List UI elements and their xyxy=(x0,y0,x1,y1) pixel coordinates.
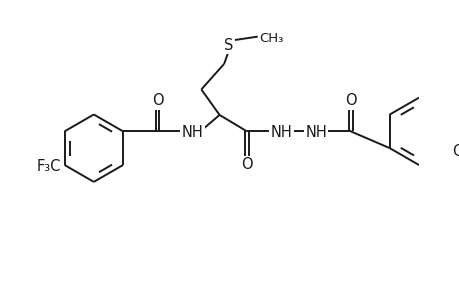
Text: NH: NH xyxy=(270,125,292,140)
Text: Cl: Cl xyxy=(451,144,459,159)
Text: O: O xyxy=(151,93,163,108)
Text: S: S xyxy=(224,38,233,53)
Text: O: O xyxy=(344,93,356,108)
Text: CH₃: CH₃ xyxy=(259,32,283,45)
Text: F₃C: F₃C xyxy=(37,159,61,174)
Text: NH: NH xyxy=(181,125,203,140)
Text: NH: NH xyxy=(305,125,326,140)
Text: O: O xyxy=(241,157,252,172)
